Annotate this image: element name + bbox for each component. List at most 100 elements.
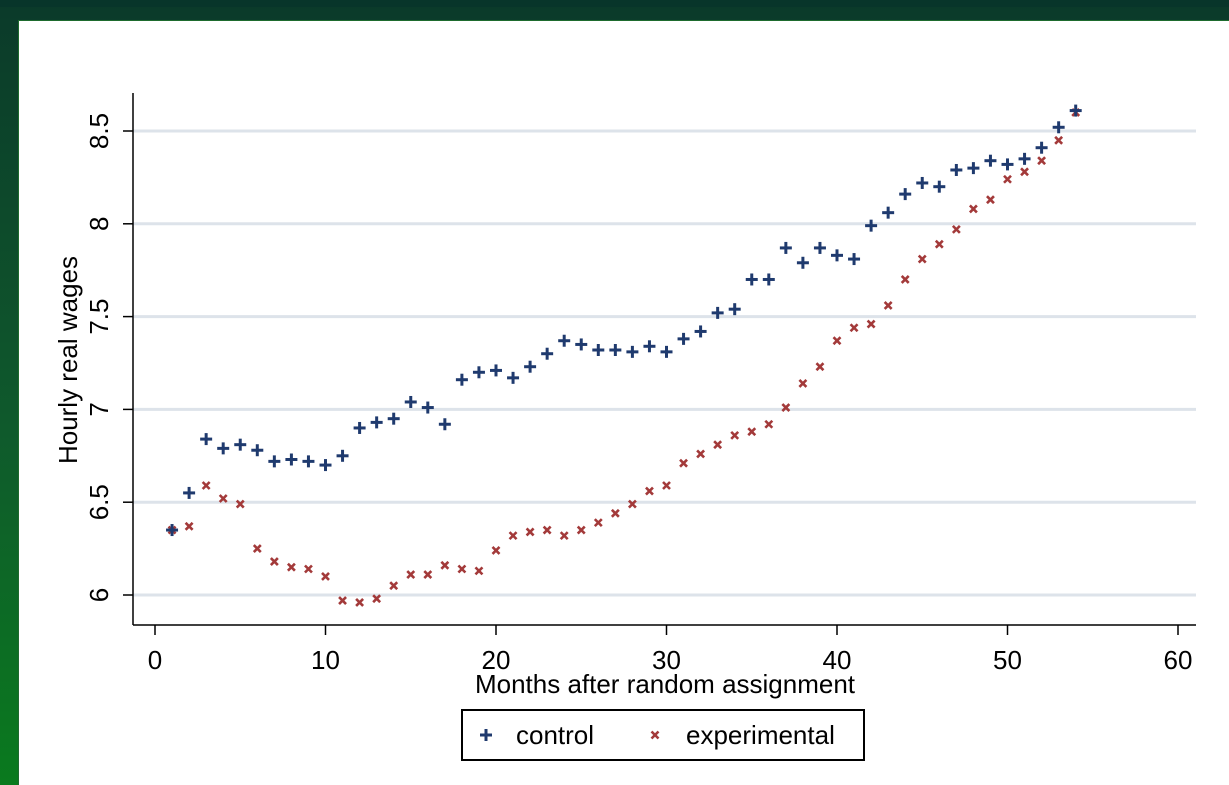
x-tick-label: 30: [652, 645, 681, 675]
grid-lines: [133, 129, 1196, 597]
axes: [132, 93, 1196, 626]
data-point-experimental: [781, 403, 791, 412]
legend: control experimental: [461, 709, 865, 761]
data-point-control: [200, 433, 213, 446]
y-axis-title: Hourly real wages: [53, 256, 83, 464]
data-point-experimental: [321, 572, 330, 581]
series-control: [166, 104, 1082, 537]
data-point-experimental: [286, 562, 296, 572]
data-point-experimental: [218, 494, 228, 503]
data-point-experimental: [491, 546, 501, 555]
data-point-control: [455, 373, 468, 386]
data-point-control: [1035, 141, 1048, 154]
data-point-experimental: [1037, 156, 1047, 166]
legend-label-experimental: experimental: [686, 720, 835, 750]
data-point-control: [404, 395, 417, 408]
data-point-control: [882, 206, 895, 219]
data-point-experimental: [610, 508, 620, 518]
data-point-control: [1069, 104, 1082, 117]
data-point-control: [677, 332, 690, 345]
legend-label-control: control: [516, 720, 594, 750]
data-point-experimental: [713, 440, 723, 450]
data-point-control: [865, 219, 878, 232]
data-point-experimental: [900, 275, 910, 284]
data-point-experimental: [730, 430, 740, 440]
data-point-experimental: [269, 557, 279, 567]
x-tick-label: 50: [993, 645, 1022, 675]
data-point-control: [694, 325, 707, 338]
data-point-experimental: [440, 560, 450, 570]
data-point-control: [609, 344, 622, 357]
data-point-control: [234, 438, 247, 451]
data-point-experimental: [798, 378, 808, 388]
data-point-experimental: [474, 566, 484, 576]
data-point-control: [336, 449, 349, 462]
x-tick-label: 40: [823, 645, 852, 675]
data-point-control: [166, 524, 179, 537]
data-point-control: [251, 444, 264, 457]
data-point-control: [319, 459, 332, 472]
data-point-experimental: [951, 224, 961, 234]
y-tick-label: 6.5: [84, 484, 114, 520]
y-tick-label: 8.5: [84, 113, 114, 149]
x-tick-label: 20: [482, 645, 511, 675]
data-point-experimental: [304, 564, 313, 574]
data-point-experimental: [593, 518, 603, 528]
data-point-control: [490, 364, 502, 377]
data-point-control: [779, 241, 792, 254]
x-tick-label: 0: [148, 645, 162, 675]
data-point-experimental: [355, 598, 365, 607]
data-point-experimental: [576, 525, 586, 535]
data-point-control: [524, 360, 537, 373]
data-point-experimental: [832, 336, 842, 346]
data-point-control: [916, 176, 929, 189]
data-point-experimental: [747, 427, 757, 437]
data-point-control: [370, 416, 383, 429]
data-point-experimental: [917, 254, 927, 264]
data-point-experimental: [883, 301, 893, 310]
data-point-experimental: [406, 570, 416, 580]
data-point-control: [950, 163, 963, 176]
data-points: [166, 104, 1082, 607]
data-point-experimental: [696, 449, 706, 459]
y-ticks: 6 6.5 7 7.5 8 8.5: [84, 113, 133, 602]
data-point-control: [541, 347, 554, 360]
data-point-experimental: [508, 531, 518, 541]
data-point-experimental: [849, 323, 859, 333]
data-point-experimental: [679, 458, 688, 468]
data-point-control: [711, 306, 724, 319]
y-tick-label: 8: [84, 217, 114, 231]
data-point-control: [302, 455, 315, 468]
data-point-experimental: [815, 362, 825, 372]
data-point-experimental: [559, 531, 569, 541]
data-point-control: [592, 344, 605, 357]
data-point-experimental: [372, 594, 382, 604]
data-point-control: [796, 256, 809, 269]
data-point-control: [967, 162, 980, 175]
x-axis-title: Months after random assignment: [475, 669, 856, 699]
data-point-control: [268, 455, 281, 468]
data-point-control: [353, 421, 366, 434]
y-tick-label: 7: [84, 402, 114, 416]
data-point-control: [1001, 158, 1014, 171]
data-point-control: [507, 371, 520, 384]
window-top-strip: [0, 0, 1229, 7]
data-point-control: [933, 180, 946, 193]
data-point-experimental: [1020, 167, 1029, 177]
data-point-control: [183, 486, 196, 499]
data-point-experimental: [542, 525, 552, 535]
data-point-experimental: [662, 481, 671, 490]
data-point-control: [285, 453, 298, 466]
chart-panel: [18, 20, 1229, 785]
legend-box: [461, 709, 865, 761]
data-point-control: [728, 303, 741, 316]
data-point-control: [626, 345, 639, 358]
data-point-control: [660, 345, 673, 358]
data-point-control: [831, 249, 843, 262]
data-point-experimental: [338, 596, 347, 605]
data-point-control: [472, 366, 485, 379]
data-point-experimental: [934, 239, 944, 249]
data-point-experimental: [968, 204, 978, 214]
data-point-experimental: [627, 499, 637, 509]
